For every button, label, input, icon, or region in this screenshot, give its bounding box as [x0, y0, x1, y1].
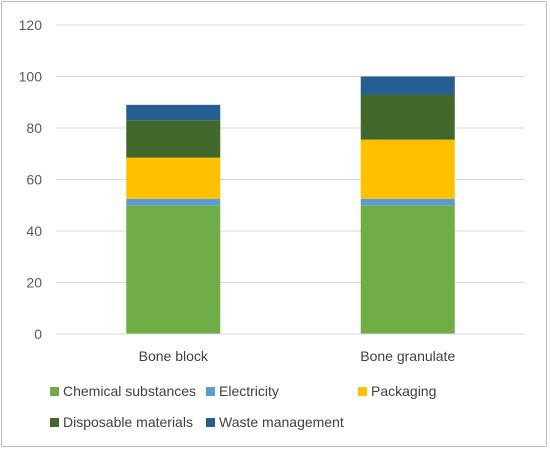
bar-segment-packaging-0	[126, 157, 221, 199]
y-tick-label: 120	[19, 17, 43, 33]
bar-segment-waste-management-1	[360, 76, 455, 95]
legend-swatch	[206, 387, 215, 396]
legend-item-electricity: Electricity	[206, 383, 279, 399]
legend-swatch	[358, 387, 367, 396]
y-tick-label: 80	[26, 120, 42, 136]
legend-label: Chemical substances	[63, 383, 196, 399]
bar-segment-packaging-1	[360, 139, 455, 199]
legend-label: Disposable materials	[63, 414, 193, 430]
bar-segment-disposable-materials-1	[360, 94, 455, 140]
bar-segment-electricity-0	[126, 198, 221, 206]
legend-label: Packaging	[371, 383, 436, 399]
legend-item-packaging: Packaging	[358, 383, 436, 399]
x-category-label: Bone granulate	[360, 348, 455, 364]
y-tick-label: 60	[26, 172, 42, 188]
legend-item-chemical-substances: Chemical substances	[50, 383, 196, 399]
legend-item-waste-management: Waste management	[206, 414, 344, 430]
legend: Chemical substances Electricity Packaging D…	[50, 383, 436, 430]
bar-segment-disposable-materials-0	[126, 120, 221, 158]
bar-segment-chemical-substances-0	[126, 205, 221, 334]
legend-swatch	[206, 418, 215, 427]
y-tick-label: 100	[19, 69, 43, 85]
bar-segment-electricity-1	[360, 198, 455, 206]
y-tick-label: 20	[26, 275, 42, 291]
legend-swatch	[50, 418, 59, 427]
legend-label: Waste management	[219, 414, 344, 430]
bar-segment-waste-management-0	[126, 104, 221, 121]
legend-swatch	[50, 387, 59, 396]
legend-label: Electricity	[219, 383, 279, 399]
bar-segment-chemical-substances-1	[360, 205, 455, 334]
x-category-label: Bone block	[139, 348, 209, 364]
y-axis-tick-labels: 0 20 40 60 80 100 120	[19, 17, 43, 342]
legend-item-disposable-materials: Disposable materials	[50, 414, 193, 430]
y-tick-label: 0	[34, 326, 42, 342]
y-tick-label: 40	[26, 223, 42, 239]
x-axis-category-labels: Bone block Bone granulate	[139, 348, 456, 364]
bars	[126, 76, 455, 334]
